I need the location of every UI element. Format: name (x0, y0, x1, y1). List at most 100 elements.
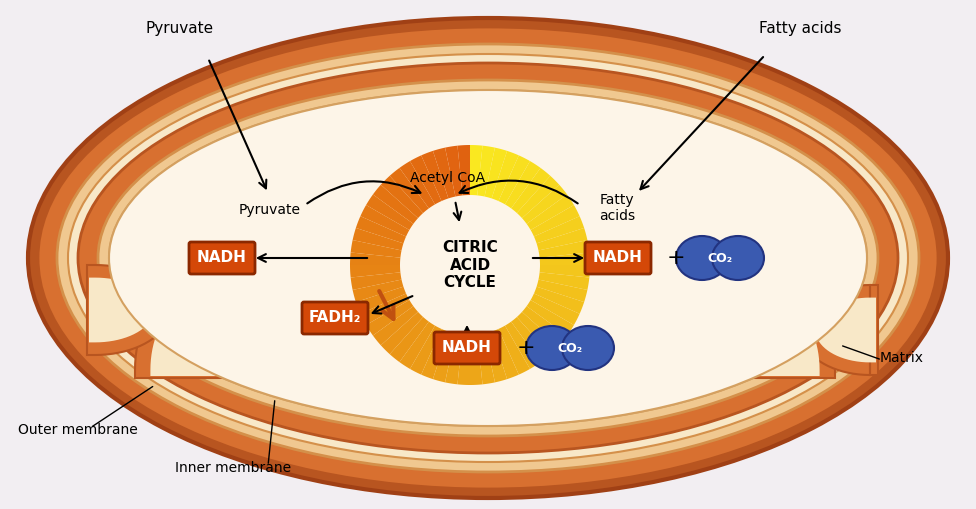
Polygon shape (499, 326, 530, 375)
Polygon shape (537, 228, 588, 250)
Polygon shape (445, 146, 463, 196)
Polygon shape (450, 328, 530, 396)
Polygon shape (458, 145, 470, 195)
Text: +: + (516, 338, 535, 358)
Polygon shape (399, 322, 435, 369)
Polygon shape (87, 265, 170, 355)
Ellipse shape (38, 27, 938, 489)
Polygon shape (150, 304, 229, 376)
Polygon shape (492, 151, 519, 201)
Polygon shape (240, 147, 350, 250)
Polygon shape (256, 149, 335, 229)
Polygon shape (352, 279, 403, 302)
Polygon shape (433, 331, 456, 382)
Polygon shape (435, 310, 545, 398)
Polygon shape (540, 252, 590, 265)
Ellipse shape (57, 44, 919, 472)
Polygon shape (537, 279, 588, 302)
Polygon shape (458, 334, 470, 385)
Polygon shape (484, 148, 508, 199)
Ellipse shape (78, 63, 898, 453)
Text: CO₂: CO₂ (557, 342, 583, 354)
Polygon shape (800, 285, 878, 375)
Text: FADH₂: FADH₂ (308, 310, 361, 325)
Text: NADH: NADH (197, 250, 247, 266)
Polygon shape (470, 334, 482, 385)
Polygon shape (445, 333, 463, 384)
Polygon shape (531, 205, 580, 237)
Text: Pyruvate: Pyruvate (146, 20, 214, 36)
Polygon shape (540, 265, 590, 277)
Polygon shape (477, 146, 495, 196)
Polygon shape (527, 194, 574, 230)
Text: CO₂: CO₂ (708, 251, 733, 265)
Polygon shape (433, 148, 456, 199)
Polygon shape (381, 176, 424, 218)
Text: CITRIC
ACID
CYCLE: CITRIC ACID CYCLE (442, 240, 498, 290)
Polygon shape (350, 252, 400, 265)
Polygon shape (492, 329, 519, 379)
Ellipse shape (526, 326, 578, 370)
Polygon shape (410, 155, 441, 205)
Text: +: + (667, 248, 685, 268)
Polygon shape (648, 149, 712, 225)
Polygon shape (505, 161, 541, 208)
Polygon shape (360, 205, 409, 237)
Polygon shape (499, 155, 530, 205)
Polygon shape (410, 326, 441, 375)
Polygon shape (350, 265, 400, 277)
Polygon shape (539, 272, 590, 290)
Text: Acetyl CoA: Acetyl CoA (411, 171, 486, 185)
Polygon shape (725, 285, 835, 378)
Polygon shape (484, 331, 508, 382)
Polygon shape (135, 285, 245, 378)
FancyBboxPatch shape (189, 242, 255, 274)
Ellipse shape (676, 236, 728, 280)
Polygon shape (389, 168, 428, 213)
FancyBboxPatch shape (302, 302, 368, 334)
Text: Outer membrane: Outer membrane (18, 423, 138, 437)
Text: Pyruvate: Pyruvate (239, 203, 301, 217)
Ellipse shape (712, 236, 764, 280)
Text: NADH: NADH (442, 341, 492, 355)
Polygon shape (366, 194, 414, 230)
Polygon shape (373, 306, 418, 345)
FancyBboxPatch shape (434, 332, 500, 364)
Polygon shape (511, 317, 550, 362)
Ellipse shape (109, 90, 867, 426)
Polygon shape (450, 134, 530, 218)
Polygon shape (422, 329, 448, 379)
Text: NADH: NADH (593, 250, 643, 266)
Ellipse shape (68, 54, 908, 462)
Polygon shape (399, 161, 435, 208)
Polygon shape (505, 322, 541, 369)
Polygon shape (531, 294, 580, 325)
Polygon shape (89, 277, 153, 343)
Polygon shape (350, 240, 401, 258)
Polygon shape (741, 304, 820, 376)
Polygon shape (539, 240, 590, 258)
Polygon shape (511, 168, 550, 213)
Polygon shape (815, 298, 876, 362)
Text: Matrix: Matrix (880, 351, 924, 365)
Ellipse shape (562, 326, 614, 370)
Text: Fatty
acids: Fatty acids (599, 193, 635, 223)
Text: Inner membrane: Inner membrane (175, 461, 291, 475)
Polygon shape (360, 294, 409, 325)
Polygon shape (352, 228, 403, 250)
Polygon shape (522, 185, 567, 224)
Polygon shape (435, 132, 545, 240)
Polygon shape (350, 272, 401, 290)
Ellipse shape (98, 80, 878, 436)
Polygon shape (534, 287, 584, 314)
Polygon shape (389, 317, 428, 362)
Polygon shape (422, 151, 448, 201)
Polygon shape (470, 145, 482, 195)
Polygon shape (635, 147, 725, 245)
Ellipse shape (109, 90, 867, 426)
Polygon shape (356, 287, 406, 314)
Polygon shape (356, 216, 406, 243)
Polygon shape (517, 312, 559, 354)
Polygon shape (366, 300, 414, 335)
Polygon shape (477, 333, 495, 384)
